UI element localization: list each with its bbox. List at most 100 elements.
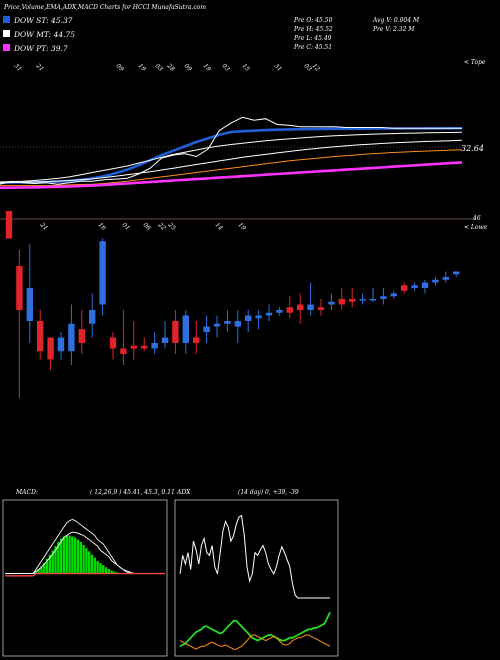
price-edge-label: < Lowe xyxy=(464,224,488,231)
price-date-label: 06 xyxy=(142,221,152,231)
ema-date-label: 15 xyxy=(241,62,251,72)
candle-body xyxy=(141,345,148,349)
legend-dow-mt: DOW MT: 44.75 xyxy=(13,30,75,39)
adx-frame xyxy=(174,499,339,657)
macd-series-2 xyxy=(5,572,165,577)
ema-lines xyxy=(0,116,463,190)
ema-date-label: 03 xyxy=(303,62,313,72)
ema-series-0 xyxy=(0,127,462,184)
candle-body xyxy=(182,315,189,343)
candle-body xyxy=(120,348,127,354)
prev-volume: Pre V: 2.32 M xyxy=(372,26,415,33)
candle-body xyxy=(99,241,106,305)
candle-body xyxy=(286,307,293,313)
prev-close: Pre C: 45.51 xyxy=(293,44,332,51)
price-date-label: 22 xyxy=(156,221,167,232)
adx-series-2 xyxy=(179,634,331,650)
candle-body xyxy=(453,271,460,275)
price-date-label: 19 xyxy=(237,221,247,231)
candle-body xyxy=(411,285,418,288)
ema-value-label: 32.64 xyxy=(461,144,484,153)
candle-body xyxy=(234,321,241,327)
candle-body xyxy=(317,307,325,310)
macd-label: MACD: xyxy=(15,489,38,496)
ema-series-1 xyxy=(0,131,463,183)
avg-volume: Avg V: 0.004 M xyxy=(372,17,420,24)
prev-info: Pre O: 45.50 Pre H: 45.52 Pre L: 45.49 P… xyxy=(293,17,420,51)
ema-date-label: 12 xyxy=(311,62,321,72)
ema-date-label: 09 xyxy=(115,62,125,72)
ema-date-label: 19 xyxy=(202,62,212,72)
candle-body xyxy=(432,279,439,283)
legend-swatch-pt xyxy=(3,44,10,51)
macd-lines xyxy=(5,519,165,577)
price-date-label: 01 xyxy=(121,221,131,231)
candle-body xyxy=(369,299,377,301)
candle-body xyxy=(328,301,335,305)
prev-high: Pre H: 45.52 xyxy=(293,26,333,33)
ema-date-label: 28 xyxy=(165,62,176,73)
candle-body xyxy=(109,337,117,349)
prev-open: Pre O: 45.50 xyxy=(293,17,333,24)
candle-body xyxy=(89,310,96,324)
macd-frame xyxy=(2,499,168,657)
legend-swatch-mt xyxy=(3,30,10,37)
ema-date-label: 31 xyxy=(13,62,23,72)
candle-body xyxy=(16,266,23,310)
candle-body xyxy=(47,337,54,360)
ema-series-2 xyxy=(0,139,463,184)
candle-body xyxy=(276,310,283,313)
ema-edge-label: < Tope xyxy=(464,59,486,66)
legend-swatch-st xyxy=(3,16,10,23)
prev-low: Pre L: 45.49 xyxy=(293,35,332,42)
ema-date-label: 03 xyxy=(221,62,231,72)
candle-body xyxy=(297,304,304,310)
candle-body xyxy=(390,293,397,297)
candle-body xyxy=(338,299,345,305)
price-date-labels: 21 16 01 06 22 25 14 19 xyxy=(38,221,247,232)
candle-body xyxy=(130,345,137,349)
legend: DOW ST: 45.37 DOW MT: 44.75 DOW PT: 39.7 xyxy=(3,16,75,53)
candle-body xyxy=(213,323,221,327)
candle-body xyxy=(78,329,85,343)
macd-panel: MACD: ( 12,26,9 ) 45.41, 45.3, 0.11 xyxy=(2,489,175,657)
ema-date-label: 09 xyxy=(183,62,193,72)
candle-body xyxy=(255,315,262,319)
candle-body xyxy=(151,343,158,349)
ema-series-4 xyxy=(0,161,463,190)
legend-dow-st: DOW ST: 45.37 xyxy=(13,16,73,25)
candle-body xyxy=(380,296,387,299)
macd-values: ( 12,26,9 ) 45.41, 45.3, 0.11 xyxy=(90,489,175,496)
adx-label: ADX xyxy=(176,489,191,496)
adx-values: (14 day) 0, +39, -39 xyxy=(238,489,299,496)
chart-title: Price,Volume,EMA,ADX,MACD Charts for HCC… xyxy=(3,4,206,11)
adx-lines xyxy=(179,514,331,650)
ema-date-label: 19 xyxy=(137,62,147,72)
ema-date-label: 21 xyxy=(34,62,45,73)
price-date-label: 25 xyxy=(166,221,177,232)
candle-body xyxy=(245,315,252,321)
candle-body xyxy=(265,312,273,316)
candle-body xyxy=(307,304,314,310)
candle-body xyxy=(224,321,231,324)
candle-body xyxy=(203,326,210,332)
candle-body xyxy=(442,277,449,280)
ema-date-label: 31 xyxy=(273,62,283,72)
price-date-label: 14 xyxy=(214,221,224,231)
adx-panel: ADX (14 day) 0, +39, -39 xyxy=(174,489,339,657)
ema-date-label: 03 xyxy=(154,62,164,72)
candle-body xyxy=(68,323,75,352)
candle-body xyxy=(359,299,366,301)
candle-body xyxy=(172,321,179,343)
legend-dow-pt: DOW PT: 39.7 xyxy=(13,44,68,53)
candle-body xyxy=(5,211,13,239)
candle-body xyxy=(57,337,65,352)
candle-body xyxy=(421,282,429,288)
candle-body xyxy=(349,299,356,302)
candle-body xyxy=(401,285,408,291)
price-date-label: 21 xyxy=(38,221,49,232)
adx-series-1 xyxy=(179,611,331,648)
price-level-label: 46 xyxy=(472,215,481,222)
